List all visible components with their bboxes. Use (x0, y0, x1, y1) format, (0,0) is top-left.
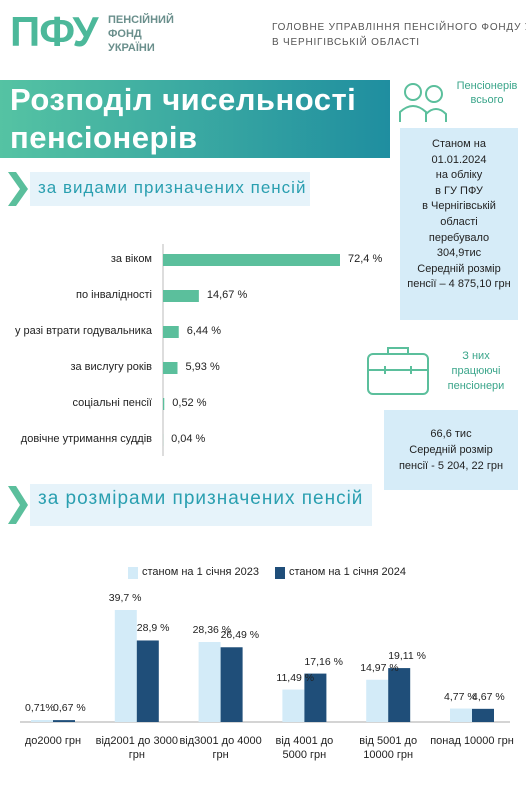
title-banner (0, 80, 390, 158)
category-label: соціальні пенсії (72, 397, 152, 409)
category-label: за вислугу років (70, 361, 152, 373)
bar (282, 689, 305, 722)
bar (450, 708, 472, 722)
value-label: 19,11 % (388, 650, 426, 663)
briefcase-icon (367, 347, 429, 395)
category-label: від 4001 до 5000 грн (275, 735, 334, 761)
info-text: 01.01.2024 (431, 153, 487, 166)
value-label: 39,7 % (108, 592, 142, 604)
info-text: пенсії - 5 204, 22 грн (398, 460, 504, 472)
info-box (400, 128, 518, 320)
category-label: понад 10000 грн (430, 735, 514, 747)
logo-text: УКРАЇНИ (108, 42, 155, 54)
value-label: 0,04 % (171, 433, 206, 445)
value-label: 4,77 % (444, 690, 477, 703)
legend-label: станом на 1 січня 2024 (289, 566, 406, 578)
side-label: працюючі (451, 365, 501, 377)
pensioners-icon (399, 83, 447, 122)
info-text: 304,9тис (436, 247, 482, 260)
bar (163, 362, 178, 374)
category-label: довічне утримання суддів (20, 433, 152, 445)
info-box (384, 410, 518, 490)
bar (114, 610, 137, 722)
value-label: 14,67 % (206, 289, 248, 301)
bar (304, 673, 327, 722)
bar (220, 647, 243, 722)
info-text: Середній розмір (417, 262, 501, 275)
section-banner (30, 484, 372, 526)
info-text: Середній розмір (409, 444, 493, 456)
bar (31, 719, 53, 722)
value-label: 28,36 % (192, 623, 232, 636)
value-label: 72,4 % (348, 253, 383, 265)
info-text: в ГУ ПФУ (435, 184, 483, 197)
info-text: Станом на (432, 138, 486, 150)
value-label: 28,9 % (136, 622, 170, 635)
category-label: від3001 до 4000 грн (179, 735, 262, 761)
value-label: 14,97 % (360, 661, 399, 674)
logo-text: ПЕНСІЙНИЙ (108, 14, 174, 26)
value-label: 17,16 % (304, 655, 343, 668)
category-label: по інвалідності (76, 289, 152, 301)
logo-text: ФОНД (108, 28, 142, 40)
value-label: 5,93 % (185, 361, 220, 373)
category-label: у разі втрати годувальника (14, 325, 152, 337)
value-label: 0,71% (25, 701, 55, 714)
bar (163, 290, 199, 302)
bar (198, 641, 221, 722)
page-title: Розподіл чисельності (10, 82, 357, 117)
legend-swatch (128, 567, 138, 579)
category-label: за віком (110, 253, 152, 265)
legend-label: станом на 1 січня 2023 (142, 566, 259, 578)
bar (136, 640, 159, 722)
org-name: В ЧЕРНІГІВСЬКІЙ ОБЛАСТІ (272, 37, 420, 48)
bar (53, 720, 75, 722)
category-label: від 5001 до 10000 грн (359, 735, 418, 761)
bar (388, 668, 411, 722)
chart-title: за розмірами призначених пенсій (38, 488, 364, 509)
org-name: ГОЛОВНЕ УПРАВЛІННЯ ПЕНСІЙНОГО ФОНДУ УКРА… (272, 22, 526, 33)
chevron (8, 486, 28, 524)
bar (366, 679, 389, 722)
chart-title: за видами призначених пенсій (38, 178, 307, 197)
value-label: 0,52 % (172, 397, 207, 409)
value-label: 26,49 % (220, 629, 260, 642)
value-label: 4,67 % (472, 690, 505, 703)
section-banner (30, 172, 310, 206)
side-label: З них (462, 350, 490, 362)
bar (163, 326, 179, 338)
bar (472, 708, 494, 722)
info-text: області (440, 216, 478, 228)
bar (163, 254, 340, 266)
legend-swatch (275, 567, 285, 579)
page-title: пенсіонерів (10, 120, 198, 155)
category-label: до2000 грн (24, 735, 82, 747)
chevron (8, 172, 28, 206)
info-text: на обліку (435, 169, 483, 182)
side-label: всього (470, 94, 504, 106)
info-text: перебувало (428, 231, 490, 244)
bar (163, 398, 165, 410)
value-label: 0,67 % (53, 702, 86, 715)
side-label: Пенсіонерів (456, 80, 518, 92)
info-text: 66,6 тис (430, 428, 472, 440)
info-text: пенсії – 4 875,10 грн (407, 278, 511, 291)
info-text: в Чернігівській (422, 200, 496, 213)
category-label: від2001 до 3000 грн (95, 735, 178, 761)
value-label: 6,44 % (186, 325, 221, 337)
value-label: 11,49 % (276, 671, 315, 684)
side-label: пенсіонери (447, 380, 505, 392)
logo: ПФУ (10, 8, 99, 55)
